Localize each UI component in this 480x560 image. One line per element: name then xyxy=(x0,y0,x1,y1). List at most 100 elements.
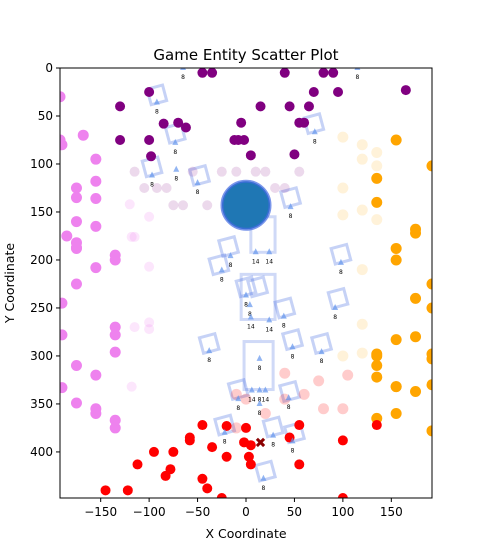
data-point xyxy=(426,425,432,437)
data-point xyxy=(129,166,140,177)
data-point xyxy=(318,403,329,415)
data-point xyxy=(70,241,82,253)
data-point xyxy=(250,166,261,177)
entity-marker xyxy=(289,437,296,444)
entity-marker xyxy=(172,138,179,145)
data-point xyxy=(70,192,82,204)
data-point xyxy=(90,175,102,187)
data-point xyxy=(132,459,143,470)
data-point xyxy=(371,360,383,372)
data-point xyxy=(337,350,349,362)
y-tick-label: 300 xyxy=(30,349,53,363)
data-point xyxy=(426,278,432,290)
entity-marker xyxy=(354,68,361,70)
entity-marker xyxy=(311,128,318,135)
entity-label: 8 xyxy=(196,189,200,196)
data-point xyxy=(259,408,271,420)
data-point xyxy=(230,388,242,400)
data-point xyxy=(390,242,402,254)
data-point xyxy=(220,179,272,231)
data-point xyxy=(239,134,250,145)
entity-box xyxy=(273,296,297,320)
entity-label: 8 xyxy=(262,485,266,492)
entity-label: 14 xyxy=(265,258,273,265)
x-tick-label: 150 xyxy=(380,505,403,519)
data-point xyxy=(426,379,432,391)
data-point xyxy=(109,329,121,341)
data-point xyxy=(60,91,66,103)
y-tick-label: 200 xyxy=(30,253,53,267)
data-point xyxy=(279,393,291,405)
data-point xyxy=(279,367,291,379)
entity-label: 14 xyxy=(252,258,260,265)
entity-box xyxy=(280,327,305,352)
data-point xyxy=(410,292,422,304)
data-point xyxy=(60,382,68,394)
y-tick-label: 50 xyxy=(38,109,53,123)
entity-marker xyxy=(243,291,249,298)
data-point xyxy=(109,422,121,434)
data-point xyxy=(70,182,82,194)
data-point xyxy=(390,134,402,146)
entity-box xyxy=(234,275,258,299)
data-point xyxy=(318,68,329,78)
entity-label: 8 xyxy=(229,262,233,269)
data-point xyxy=(426,160,432,172)
data-point xyxy=(356,264,368,276)
entity-box xyxy=(277,379,302,404)
x-tick-label: 50 xyxy=(287,505,302,519)
data-point xyxy=(216,166,227,177)
data-point xyxy=(294,420,305,431)
chart-title: Game Entity Scatter Plot xyxy=(153,46,338,64)
entity-label: 8 xyxy=(181,74,185,81)
data-point xyxy=(390,408,402,420)
data-point xyxy=(70,397,82,409)
entity-marker xyxy=(252,248,259,255)
entity-label: 8 xyxy=(291,353,295,360)
x-tick-label: −150 xyxy=(84,505,117,519)
data-point xyxy=(184,432,195,443)
y-tick-label: 350 xyxy=(30,397,53,411)
data-point xyxy=(260,166,271,177)
data-point xyxy=(202,200,213,211)
entity-box xyxy=(245,275,270,299)
entity-label: 8 xyxy=(271,442,275,449)
entity-marker xyxy=(256,399,263,406)
data-point xyxy=(255,101,266,112)
data-point xyxy=(151,182,162,193)
data-point xyxy=(110,416,121,427)
entity-label: 8 xyxy=(258,410,262,417)
data-point xyxy=(241,422,251,433)
entity-label: 8 xyxy=(258,397,262,404)
data-point xyxy=(337,182,349,194)
data-point xyxy=(173,117,184,128)
entity-marker xyxy=(153,98,160,105)
data-point xyxy=(356,347,368,359)
entity-marker xyxy=(289,343,296,350)
data-point xyxy=(337,493,348,498)
data-point xyxy=(115,101,126,112)
data-point xyxy=(124,199,135,210)
data-point xyxy=(109,346,121,358)
entity-marker xyxy=(280,312,287,319)
data-point xyxy=(70,278,82,290)
data-point xyxy=(410,331,422,343)
y-tick-label: 100 xyxy=(30,157,53,171)
data-point xyxy=(129,231,140,242)
entity-marker xyxy=(206,347,213,354)
data-point xyxy=(180,122,191,133)
entity-marker xyxy=(248,386,255,393)
entity-marker xyxy=(218,266,225,273)
data-point xyxy=(77,129,89,141)
entity-label: 8 xyxy=(320,358,324,365)
entity-marker xyxy=(270,431,277,438)
data-point xyxy=(356,153,368,165)
data-point xyxy=(216,493,227,498)
data-point xyxy=(144,86,155,97)
data-point xyxy=(400,85,411,96)
entity-box xyxy=(326,286,350,310)
entity-label: 14 xyxy=(265,326,273,333)
data-point xyxy=(61,230,73,242)
data-point xyxy=(390,254,402,266)
